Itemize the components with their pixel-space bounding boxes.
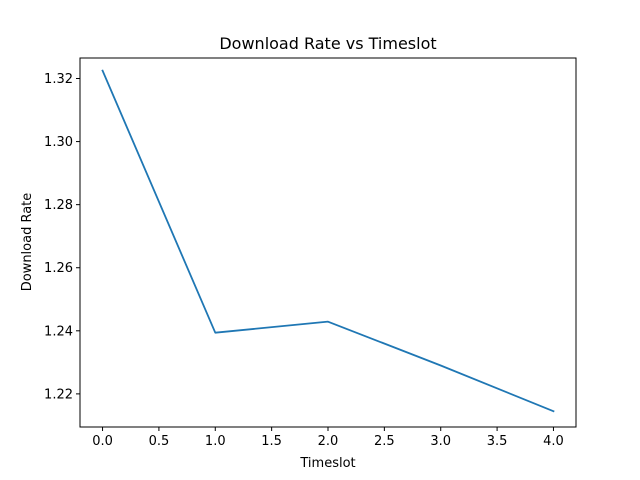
x-tick-label-7: 3.5 (487, 434, 508, 449)
x-tick-label-3: 1.5 (261, 434, 282, 449)
y-axis-label: Download Rate (20, 193, 35, 292)
x-axis-label: Timeslot (299, 456, 355, 471)
series-line-0 (101, 69, 555, 413)
x-tick-label-0: 0.0 (92, 434, 113, 449)
y-tick-label-5: 1.32 (44, 72, 73, 87)
y-tick-label-2: 1.26 (44, 261, 73, 276)
y-tick-label-4: 1.30 (44, 135, 73, 150)
y-tick-label-3: 1.28 (44, 198, 73, 213)
x-tick-label-2: 1.0 (205, 434, 226, 449)
chart-title: Download Rate vs Timeslot (219, 34, 436, 53)
plot-area: 0.0 0.5 1.0 1.5 2.0 2.5 3.0 3.5 4.0 1.22 1.24 1.26 1… (44, 57, 577, 449)
x-tick-label-8: 4.0 (543, 434, 564, 449)
x-tick-label-4: 2.0 (318, 434, 339, 449)
x-tick-label-1: 0.5 (149, 434, 170, 449)
y-tick-label-1: 1.24 (44, 324, 73, 339)
y-tick-label-0: 1.22 (44, 387, 73, 402)
x-tick-label-6: 3.0 (430, 434, 451, 449)
x-tick-label-5: 2.5 (374, 434, 395, 449)
